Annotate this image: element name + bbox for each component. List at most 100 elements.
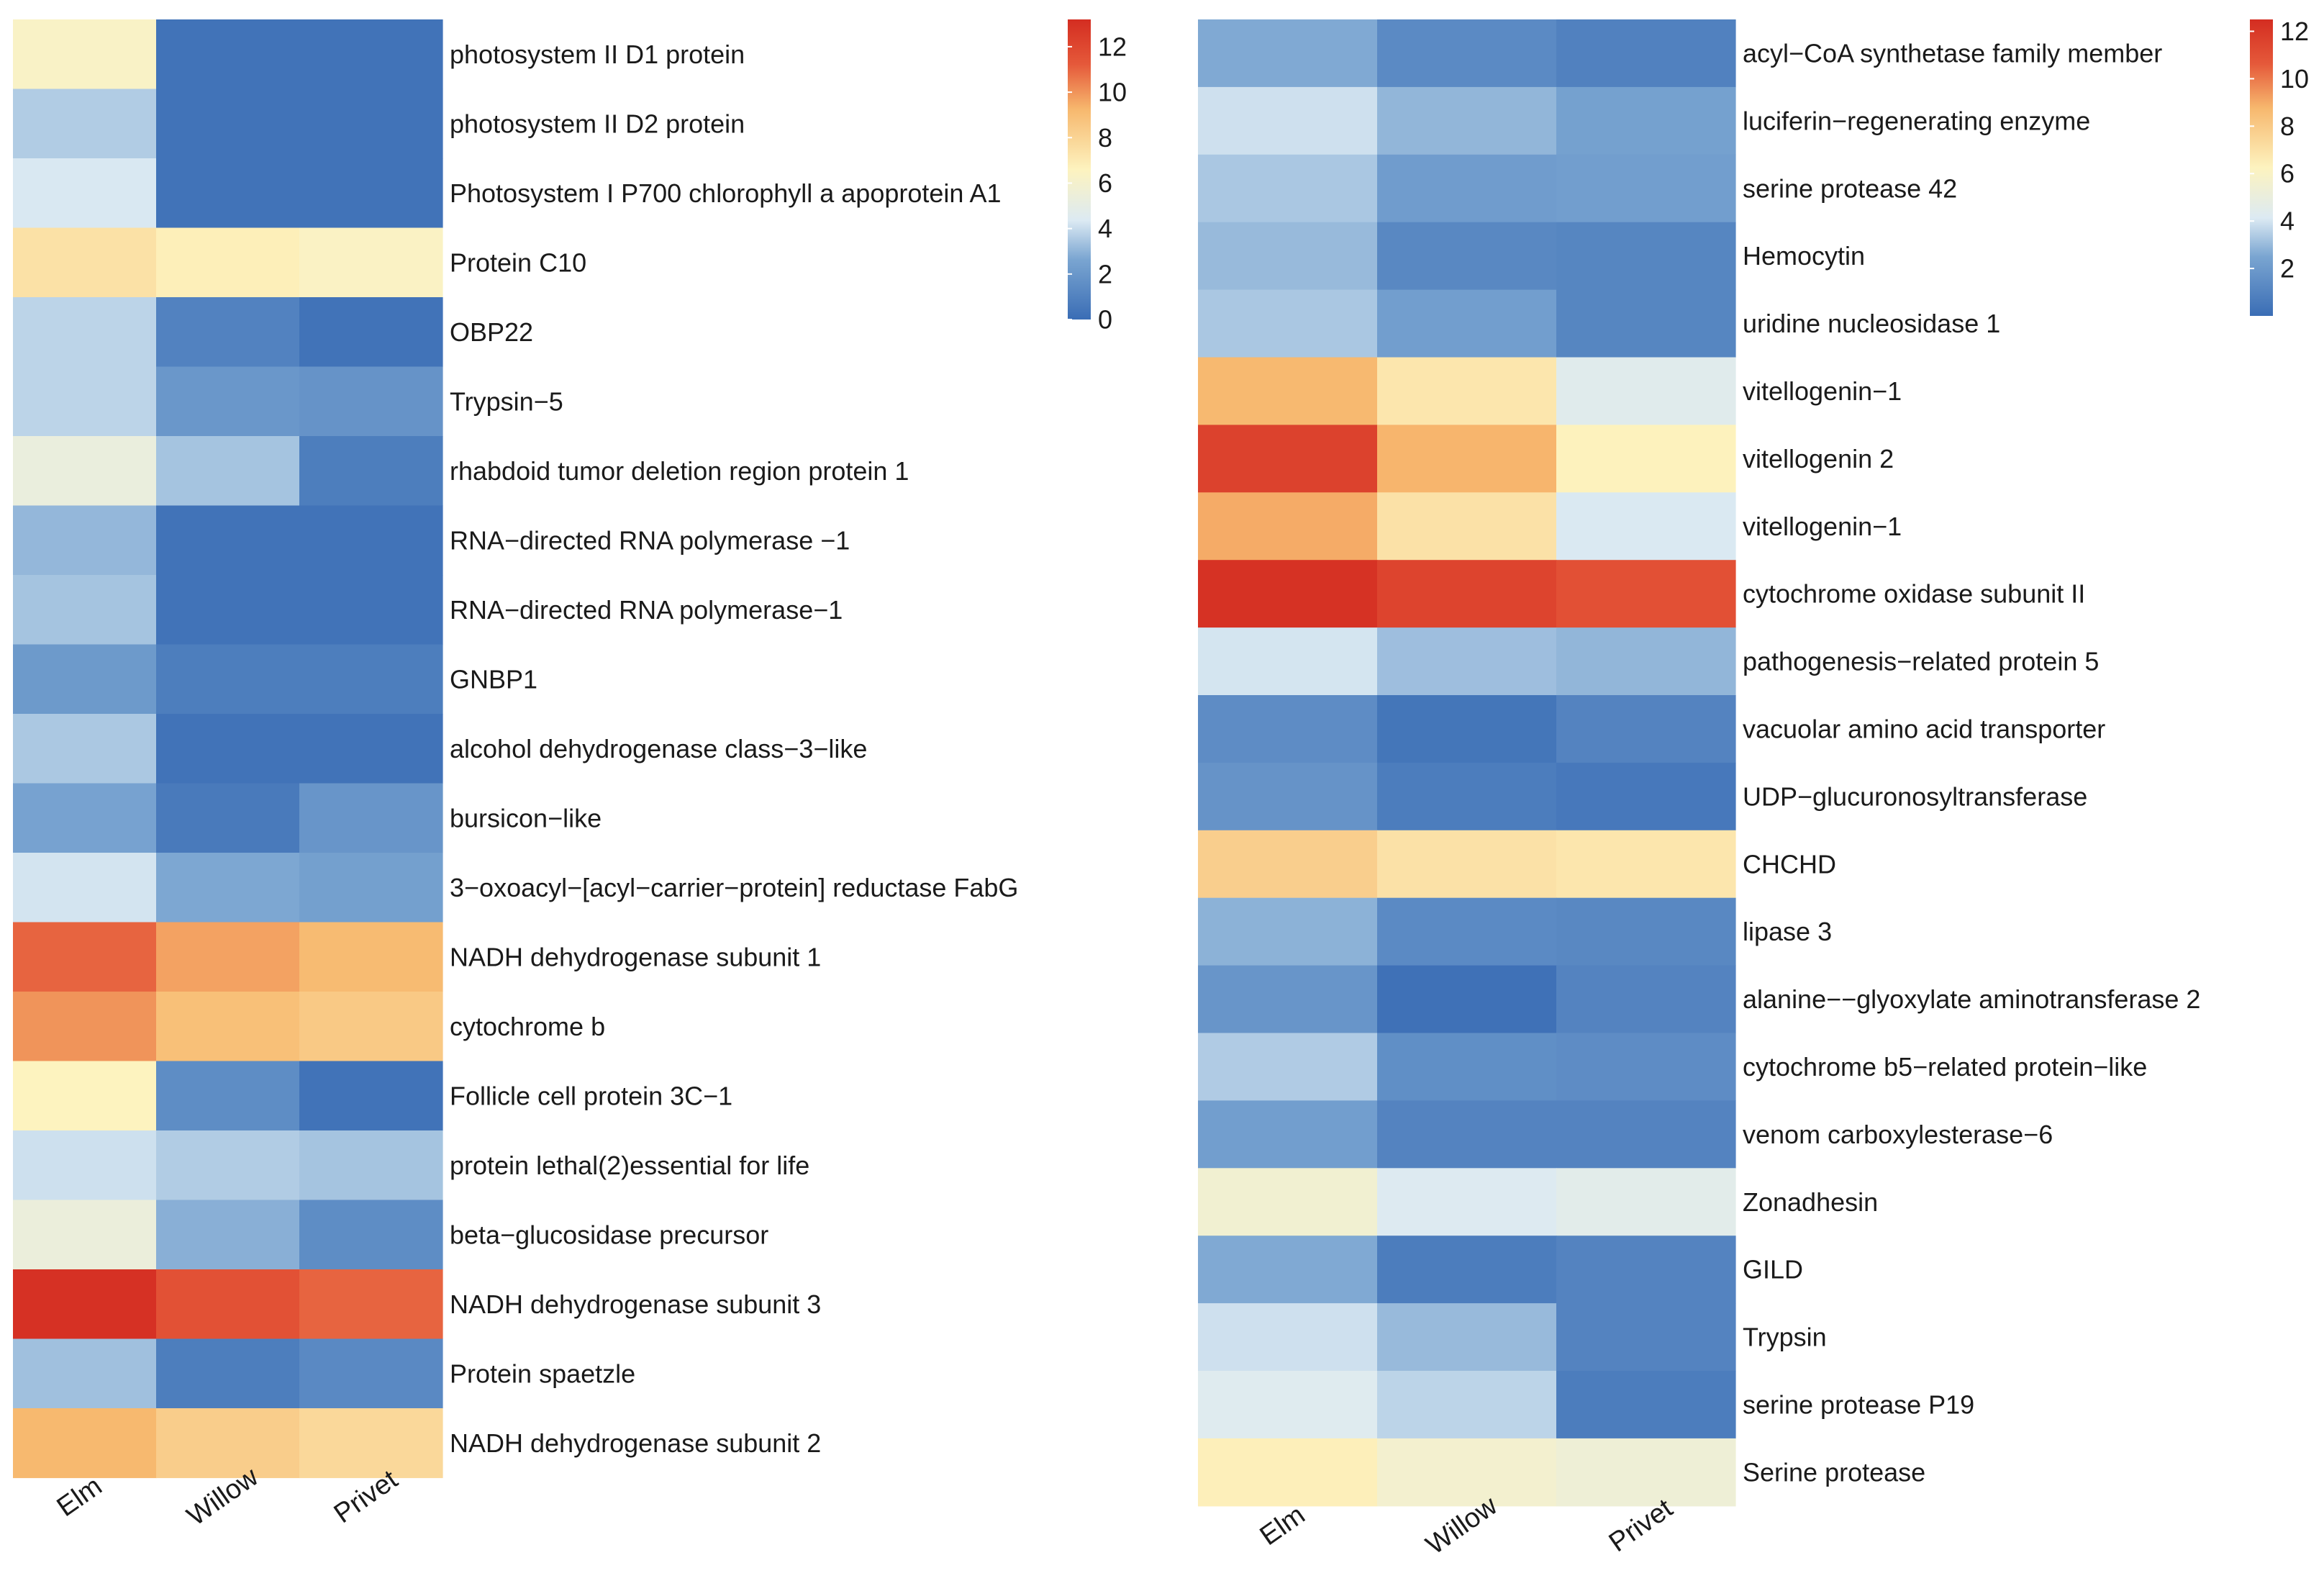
colorbar-tick-label: 2 (2280, 254, 2295, 284)
heatmap-cell (1556, 560, 1736, 628)
heatmap-cell (156, 1061, 300, 1131)
row-label: NADH dehydrogenase subunit 1 (450, 942, 821, 971)
row-label: serine protease P19 (1743, 1390, 1974, 1419)
row-label: pathogenesis−related protein 5 (1743, 647, 2099, 676)
heatmap-cell (13, 297, 157, 368)
heatmap-cell (299, 366, 443, 437)
heatmap-cell (1377, 357, 1557, 425)
heatmap-cell (13, 89, 157, 159)
heatmap-cell (13, 1338, 157, 1409)
heatmap-cell (1556, 19, 1736, 88)
heatmap-cell (156, 644, 300, 715)
heatmap-cell (13, 436, 157, 507)
row-label: protein lethal(2)essential for life (450, 1151, 809, 1180)
row-label: UDP−glucuronosyltransferase (1743, 781, 2087, 811)
heatmap-cell (1377, 695, 1557, 763)
heatmap-cell (1198, 425, 1378, 493)
heatmap-cell (1377, 1371, 1557, 1439)
row-label: Hemocytin (1743, 241, 1865, 271)
heatmap-cell (1556, 762, 1736, 831)
heatmap-cell (1198, 560, 1378, 628)
heatmap-cell (1556, 1303, 1736, 1372)
heatmap-cell (156, 1408, 300, 1479)
row-label: bursicon−like (450, 803, 602, 833)
row-label: GILD (1743, 1255, 1803, 1284)
row-label: cytochrome b5−related protein−like (1743, 1052, 2147, 1082)
heatmap-cell (299, 436, 443, 507)
heatmap-cell (156, 922, 300, 992)
heatmap-cell (1377, 897, 1557, 966)
colorbar-tick-label: 6 (2280, 159, 2295, 189)
heatmap-cell (156, 1269, 300, 1340)
heatmap-cell (1198, 1168, 1378, 1236)
heatmap-cell (1198, 762, 1378, 831)
heatmap-cell (156, 505, 300, 576)
row-label: venom carboxylesterase−6 (1743, 1120, 2053, 1149)
heatmap-cell (13, 1269, 157, 1340)
heatmap-cell (13, 714, 157, 784)
row-label: Protein C10 (450, 248, 586, 277)
heatmap-cell (1556, 1033, 1736, 1101)
heatmap-cell (156, 89, 300, 159)
heatmap-cell (13, 575, 157, 645)
heatmap-cell (1198, 897, 1378, 966)
heatmap-cell (1556, 86, 1736, 155)
heatmap-cell (1198, 627, 1378, 696)
colorbar-tick-label: 6 (1098, 168, 1112, 198)
heatmap-cell (156, 19, 300, 90)
row-label: acyl−CoA synthetase family member (1743, 38, 2162, 68)
heatmap-cell (1556, 1438, 1736, 1507)
heatmap-cell (1556, 1168, 1736, 1236)
row-label: OBP22 (450, 317, 533, 347)
heatmap-cell (299, 1061, 443, 1131)
heatmap-cell (1198, 965, 1378, 1034)
row-label: Trypsin (1743, 1323, 1827, 1352)
row-label: beta−glucosidase precursor (450, 1220, 768, 1249)
heatmap-cell (1198, 1033, 1378, 1101)
heatmap-cell (1198, 86, 1378, 155)
row-label: rhabdoid tumor deletion region protein 1 (450, 456, 909, 486)
row-label: RNA−directed RNA polymerase −1 (450, 525, 850, 555)
colorbar (2250, 19, 2273, 316)
colorbar-tick-label: 8 (2280, 112, 2295, 141)
heatmap-cell (299, 158, 443, 229)
heatmap-cell (156, 575, 300, 645)
colorbar-tick-label: 2 (1098, 259, 1112, 289)
heatmap-cell (156, 1200, 300, 1270)
heatmap-cell (1198, 154, 1378, 223)
heatmap-cell (1198, 357, 1378, 425)
heatmap-cell (1377, 762, 1557, 831)
heatmap-cell (1556, 1371, 1736, 1439)
row-label: Photosystem I P700 chlorophyll a apoprot… (450, 178, 1001, 208)
heatmap-cell (1198, 222, 1378, 291)
heatmap-cell (1556, 627, 1736, 696)
column-label: Elm (1255, 1500, 1311, 1551)
row-label: Protein spaetzle (450, 1359, 635, 1388)
heatmap-cell (13, 644, 157, 715)
heatmap-cell (1556, 695, 1736, 763)
row-label: Follicle cell protein 3C−1 (450, 1081, 732, 1110)
heatmap-cell (1556, 965, 1736, 1034)
heatmap-cell (1198, 1371, 1378, 1439)
heatmap-cell (156, 297, 300, 368)
row-label: NADH dehydrogenase subunit 3 (450, 1289, 821, 1319)
heatmap-cell (1198, 289, 1378, 358)
heatmap-cell (1556, 289, 1736, 358)
heatmap-cell (1556, 357, 1736, 425)
heatmap-cell (156, 1130, 300, 1201)
row-label: Serine protease (1743, 1457, 1925, 1487)
colorbar-tick-label: 8 (1098, 123, 1112, 153)
heatmap-cell (1556, 425, 1736, 493)
row-label: vitellogenin 2 (1743, 444, 1894, 473)
heatmap-cell (1377, 86, 1557, 155)
heatmap-cell (299, 297, 443, 368)
heatmap-cell (299, 89, 443, 159)
column-label: Elm (52, 1471, 108, 1523)
heatmap-cell (299, 575, 443, 645)
colorbar-tick-label: 10 (1098, 78, 1127, 107)
heatmap-right: acyl−CoA synthetase family member lucifer… (1198, 17, 2309, 1561)
row-label: lipase 3 (1743, 917, 1832, 946)
row-label: uridine nucleosidase 1 (1743, 309, 2000, 338)
heatmap-cell (1556, 492, 1736, 561)
heatmap-cell (1377, 492, 1557, 561)
